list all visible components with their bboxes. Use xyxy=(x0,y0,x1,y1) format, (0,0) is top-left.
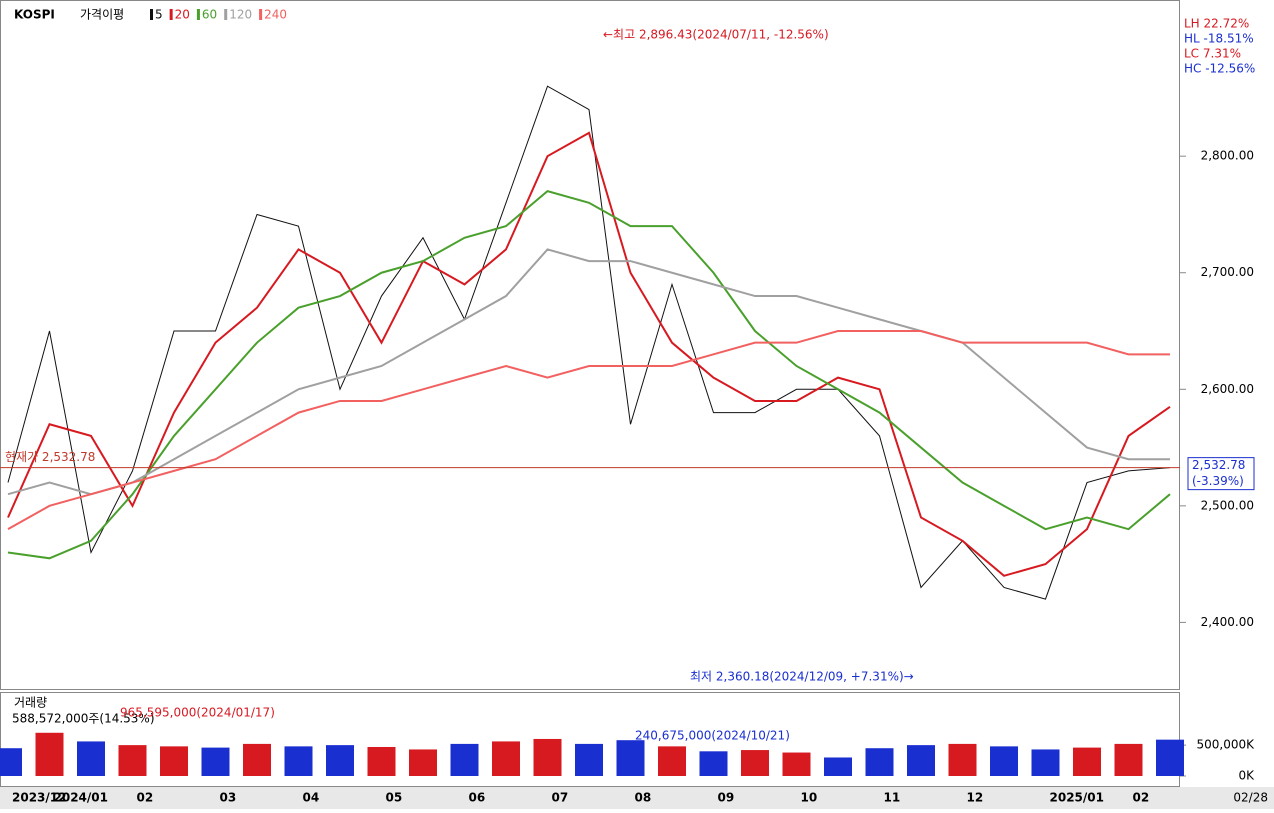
volume-bar xyxy=(450,743,479,776)
volume-bar xyxy=(865,748,894,776)
volume-bar xyxy=(118,745,147,776)
legend-label: 60 xyxy=(202,8,217,22)
x-tick-label: 06 xyxy=(469,791,486,805)
x-axis-band xyxy=(0,787,1274,809)
current-box xyxy=(1187,457,1255,491)
price-panel xyxy=(0,0,1180,690)
volume-bar xyxy=(1156,739,1184,776)
legend-swatch xyxy=(224,9,228,20)
volume-bar xyxy=(824,757,852,776)
current-price-label: 현재가 2,532.78 xyxy=(5,450,95,464)
volume-bar xyxy=(1114,743,1143,776)
volume-bar xyxy=(0,748,22,776)
stat: HC -12.56% xyxy=(1184,62,1255,76)
legend-title: 가격이평 xyxy=(80,8,124,22)
volume-bar xyxy=(1073,747,1101,776)
x-tick-label: 07 xyxy=(552,791,569,805)
legend-label: 240 xyxy=(264,8,287,22)
price-line xyxy=(7,248,1170,496)
y-tick-label: 2,700.00 xyxy=(1201,265,1254,279)
current-box-text: 2,532.78 xyxy=(1192,458,1245,472)
volume-bar xyxy=(741,750,769,776)
volume-bar xyxy=(1031,749,1060,776)
legend-swatch xyxy=(259,9,263,20)
volume-bar xyxy=(35,732,64,776)
volume-bar xyxy=(492,741,520,776)
volume-bar xyxy=(907,745,935,776)
x-tick-label: 2023/12 xyxy=(12,791,66,805)
volume-max-note: 965,595,000(2024/01/17) xyxy=(120,706,275,720)
legend-swatch xyxy=(169,9,173,20)
x-tick-label: 10 xyxy=(801,791,818,805)
legend-label: 20 xyxy=(175,8,190,22)
legend-swatch xyxy=(150,9,153,20)
x-tick-label: 04 xyxy=(303,791,320,805)
x-tick-label: 11 xyxy=(884,791,901,805)
x-tick-label: 08 xyxy=(635,791,652,805)
x-tick-label: 02 xyxy=(137,791,154,805)
volume-bar xyxy=(658,746,686,776)
legend-swatch xyxy=(196,9,200,20)
x-tick-label: 2024/01 xyxy=(54,791,108,805)
y-tick-label: 0K xyxy=(1238,769,1255,783)
volume-bar xyxy=(699,751,728,776)
chart-title: KOSPI xyxy=(14,8,55,22)
x-tick-label: 03 xyxy=(220,791,237,805)
volume-bar xyxy=(990,746,1018,776)
x-tick-label: 02 xyxy=(1133,791,1150,805)
y-tick-label: 2,400.00 xyxy=(1201,615,1254,629)
stat: LC 7.31% xyxy=(1184,47,1241,61)
volume-bar xyxy=(77,741,105,776)
volume-bar xyxy=(326,745,354,776)
volume-panel xyxy=(0,692,1180,787)
y-tick-label: 2,500.00 xyxy=(1201,498,1254,512)
y-tick-label: 2,800.00 xyxy=(1201,149,1254,163)
price-line xyxy=(7,85,1171,600)
last-date: 02/28 xyxy=(1233,791,1268,805)
volume-title: 거래량 xyxy=(14,696,47,710)
y-tick-label: 2,600.00 xyxy=(1201,382,1254,396)
x-tick-label: 2025/01 xyxy=(1050,791,1104,805)
x-tick-label: 09 xyxy=(718,791,735,805)
volume-bar xyxy=(782,752,811,776)
volume-subtitle: 588,572,000주(14.53%) xyxy=(12,712,155,726)
volume-min-note: 240,675,000(2024/10/21) xyxy=(635,729,790,743)
high-note: ←최고 2,896.43(2024/07/11, -12.56%) xyxy=(603,28,829,42)
volume-bar xyxy=(409,749,437,776)
volume-bar xyxy=(948,743,977,776)
low-note: 최저 2,360.18(2024/12/09, +7.31%)→ xyxy=(690,670,914,684)
volume-bar xyxy=(243,743,271,776)
stat: LH 22.72% xyxy=(1184,17,1249,31)
x-tick-label: 12 xyxy=(967,791,984,805)
volume-bar xyxy=(367,746,396,776)
volume-bar xyxy=(616,740,645,776)
price-line xyxy=(7,330,1170,531)
current-box-text: (-3.39%) xyxy=(1192,474,1244,488)
legend-label: 5 xyxy=(155,8,163,22)
volume-bar xyxy=(201,747,230,776)
y-tick-label: 500,000K xyxy=(1197,738,1256,752)
volume-bar xyxy=(575,743,603,776)
volume-bar xyxy=(284,746,313,776)
volume-bar xyxy=(160,746,188,776)
x-tick-label: 05 xyxy=(386,791,403,805)
legend-label: 120 xyxy=(229,8,252,22)
price-line xyxy=(7,190,1171,560)
stat: HL -18.51% xyxy=(1184,32,1254,46)
volume-bar xyxy=(533,738,562,776)
price-line xyxy=(7,131,1171,577)
